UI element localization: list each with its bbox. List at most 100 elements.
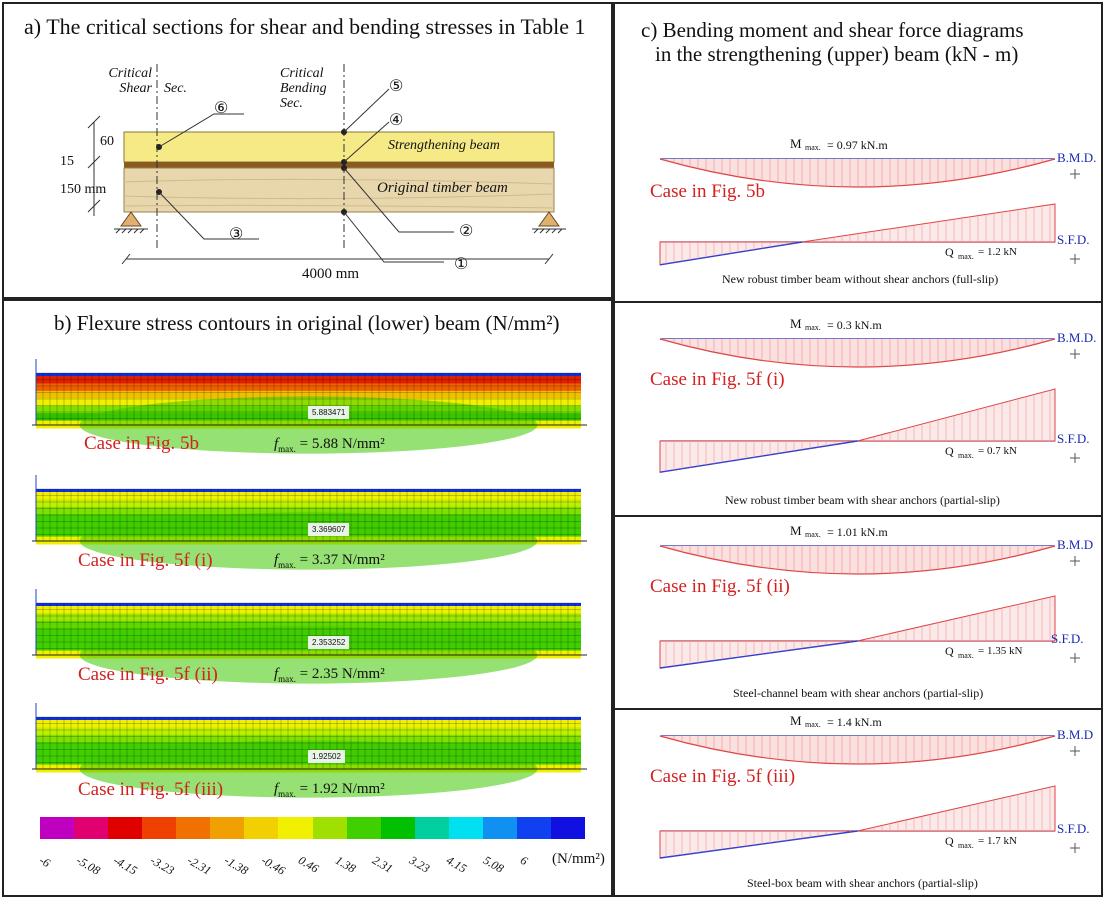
original-beam-label: Original timber beam bbox=[377, 180, 508, 196]
panel-flexure-contours: b) Flexure stress contours in original (… bbox=[2, 299, 613, 897]
sfd-negative bbox=[659, 640, 858, 669]
m-max-sub: max. bbox=[805, 720, 821, 729]
q-max-value: = 1.35 kN bbox=[978, 645, 1023, 657]
contour-band bbox=[36, 376, 581, 384]
legend-value: 6 bbox=[518, 853, 531, 869]
diagram-case-label: Case in Fig. 5f (ii) bbox=[650, 576, 790, 597]
diagram-block bbox=[659, 158, 1080, 266]
legend-swatch bbox=[346, 817, 381, 839]
point-3: ③ bbox=[229, 226, 244, 243]
point-5: ⑤ bbox=[389, 78, 404, 95]
fmax-symbol: f bbox=[274, 552, 279, 568]
legend-swatch bbox=[244, 817, 279, 839]
legend-value: -0.46 bbox=[259, 853, 288, 878]
legend-value: -5.08 bbox=[74, 853, 103, 878]
bmd-label: B.M.D bbox=[1057, 537, 1094, 552]
legend-value: -2.31 bbox=[185, 853, 214, 878]
legend-swatch bbox=[482, 817, 517, 839]
probe-3: 2.353252 bbox=[308, 636, 350, 649]
point-1: ① bbox=[454, 256, 469, 273]
legend-value: 2.31 bbox=[370, 853, 396, 876]
bmd-curve bbox=[659, 338, 1056, 368]
legend-swatch bbox=[516, 817, 551, 839]
sfd-hatch bbox=[665, 787, 1051, 858]
contour-band bbox=[36, 727, 581, 736]
m-max-sub: max. bbox=[805, 530, 821, 539]
contour-band bbox=[36, 720, 581, 728]
contour-band bbox=[36, 606, 581, 614]
m-max-label: M bbox=[790, 136, 802, 151]
m-max-sub: max. bbox=[805, 323, 821, 332]
m-max-label: M bbox=[790, 713, 802, 728]
diagram-caption: Steel-channel beam with shear anchors (p… bbox=[733, 686, 984, 700]
plus-mark bbox=[1070, 453, 1080, 463]
original-timber-beam bbox=[123, 167, 555, 213]
left-support bbox=[120, 211, 142, 227]
q-max-sub: max. bbox=[958, 451, 974, 460]
contour-band bbox=[36, 499, 581, 508]
point-4: ④ bbox=[389, 112, 404, 129]
point-6: ⑥ bbox=[214, 100, 229, 117]
legend-value: 3.23 bbox=[407, 853, 433, 876]
plus-mark bbox=[1070, 349, 1080, 359]
dim-span: 4000 mm bbox=[302, 266, 360, 283]
legend-swatch bbox=[414, 817, 449, 839]
legend-swatch bbox=[278, 817, 313, 839]
bmd-hatch bbox=[665, 736, 1051, 764]
sfd-negative bbox=[659, 440, 858, 473]
contour-case-4: Case in Fig. 5f (iii) bbox=[78, 779, 224, 800]
contour-case-3: Case in Fig. 5f (ii) bbox=[78, 664, 218, 685]
sfd-shape bbox=[659, 595, 1056, 669]
legend-swatch bbox=[448, 817, 483, 839]
critical-bending-label: Critical Bending Sec. bbox=[280, 66, 327, 111]
legend-swatch bbox=[74, 817, 109, 839]
bmd-hatch bbox=[665, 339, 1051, 367]
point-2: ② bbox=[459, 223, 474, 240]
contour-case-1: Case in Fig. 5b bbox=[84, 433, 200, 454]
q-max-sub: max. bbox=[958, 841, 974, 850]
bmd-label: B.M.D. bbox=[1057, 330, 1097, 345]
fmax-value: = 5.88 N/mm² bbox=[299, 436, 385, 452]
legend-swatch bbox=[380, 817, 415, 839]
sfd-negative bbox=[659, 241, 803, 266]
q-max-label: Q bbox=[945, 644, 954, 658]
diagram-block bbox=[659, 338, 1080, 473]
sfd-shape bbox=[659, 388, 1056, 473]
dim-150: 150 mm bbox=[60, 182, 107, 197]
contour-band bbox=[36, 620, 581, 629]
plus-mark bbox=[1070, 254, 1080, 264]
q-max-value: = 1.2 kN bbox=[978, 246, 1017, 258]
legend-swatch bbox=[40, 817, 75, 839]
plus-mark bbox=[1070, 843, 1080, 853]
panel-c-title: c) Bending moment and shear force diagra… bbox=[641, 18, 1024, 66]
diagram-caption: New robust timber beam with shear anchor… bbox=[725, 493, 1000, 507]
panel-c-title-line1: c) Bending moment and shear force diagra… bbox=[641, 18, 1024, 42]
diagram-caption: Steel-box beam with shear anchors (parti… bbox=[747, 876, 978, 890]
legend-swatch bbox=[550, 817, 585, 839]
diagram-case-label: Case in Fig. 5f (iii) bbox=[650, 766, 796, 787]
contour-band bbox=[36, 734, 581, 743]
sfd-negative bbox=[659, 830, 858, 859]
moment-shear-diagrams bbox=[615, 158, 1101, 859]
sfd-label: S.F.D. bbox=[1051, 631, 1084, 646]
crit-bend-line2: Bending bbox=[280, 81, 327, 96]
contour-band bbox=[36, 492, 581, 500]
m-max-value: = 1.01 kN.m bbox=[827, 525, 888, 539]
fmax-4: fmax. = 1.92 N/mm² bbox=[274, 781, 385, 799]
q-max-value: = 0.7 kN bbox=[978, 445, 1017, 457]
top-flange bbox=[36, 489, 581, 492]
m-max-sub: max. bbox=[805, 143, 821, 152]
top-flange bbox=[36, 603, 581, 606]
fmax-1: fmax. = 5.88 N/mm² bbox=[274, 436, 385, 454]
plus-mark bbox=[1070, 746, 1080, 756]
crit-bend-line1: Critical bbox=[280, 66, 324, 81]
legend-swatch bbox=[142, 817, 177, 839]
sfd-hatch bbox=[665, 597, 1051, 668]
contour-case-2: Case in Fig. 5f (i) bbox=[78, 550, 213, 571]
panel-b-title: b) Flexure stress contours in original (… bbox=[54, 311, 560, 335]
q-max-label: Q bbox=[945, 834, 954, 848]
color-legend-bar bbox=[40, 817, 585, 839]
diagram-block bbox=[659, 545, 1080, 669]
sfd-label: S.F.D. bbox=[1057, 821, 1090, 836]
panel-critical-sections: a) The critical sections for shear and b… bbox=[2, 2, 613, 299]
